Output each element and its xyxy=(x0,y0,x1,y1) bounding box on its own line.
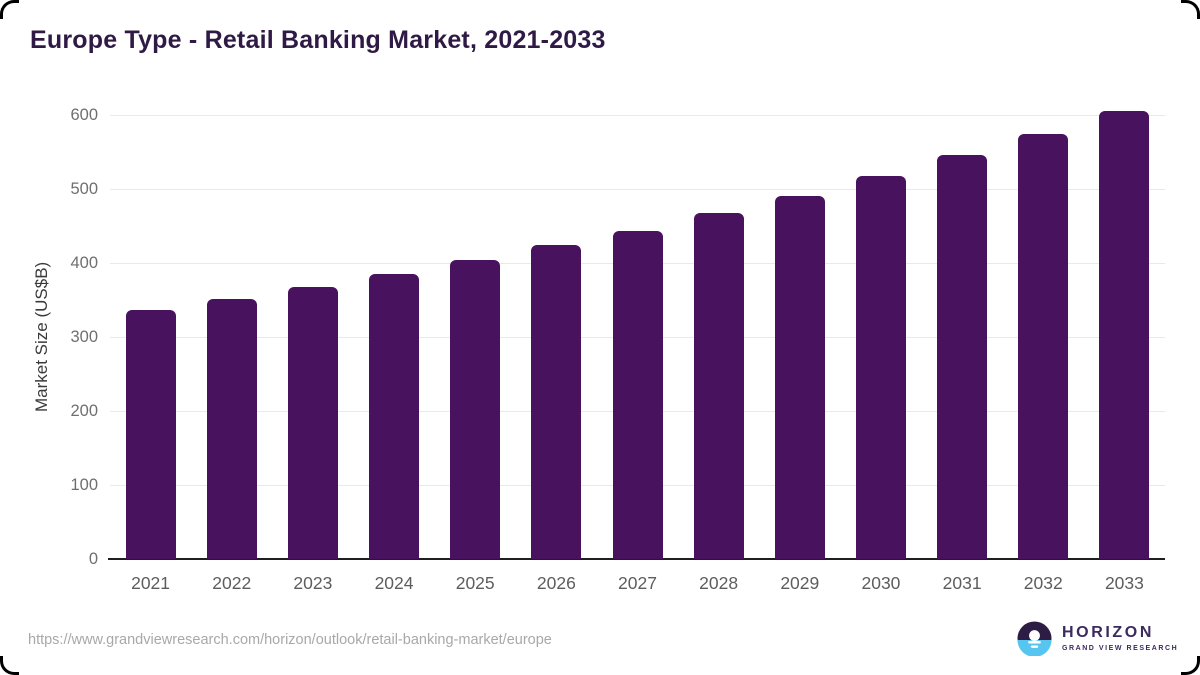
x-tick-label-2028: 2028 xyxy=(699,573,739,593)
bar-2033 xyxy=(1099,111,1150,559)
x-tick-label-2030: 2030 xyxy=(861,573,901,593)
rounded-border-corner-bottom-right xyxy=(1181,656,1200,675)
bar-2030 xyxy=(855,176,906,559)
x-tick-label-2026: 2026 xyxy=(536,573,576,593)
x-tick-label-2029: 2029 xyxy=(780,573,820,593)
gridline-500 xyxy=(110,188,1165,190)
x-tick-label-2023: 2023 xyxy=(293,573,333,593)
x-tick-label-2027: 2027 xyxy=(618,573,657,593)
bar-2032 xyxy=(1018,134,1069,559)
bar-2022 xyxy=(206,299,257,559)
x-tick-label-2032: 2032 xyxy=(1023,573,1063,593)
x-axis-line xyxy=(108,558,1165,560)
horizon-logo: HORIZON GRAND VIEW RESEARCH xyxy=(1017,621,1178,656)
horizon-sunrise-icon xyxy=(1017,621,1052,656)
y-tick-label-400: 400 xyxy=(70,253,98,272)
x-tick-label-2025: 2025 xyxy=(455,573,495,593)
y-tick-label-300: 300 xyxy=(70,327,98,346)
rounded-border-corner-bottom-left xyxy=(0,656,19,675)
y-tick-label-600: 600 xyxy=(70,105,98,124)
bar-2028 xyxy=(693,213,744,559)
y-tick-label-500: 500 xyxy=(70,179,98,198)
bar-2021 xyxy=(125,310,176,559)
x-tick-label-2024: 2024 xyxy=(374,573,414,593)
y-tick-label-100: 100 xyxy=(70,475,98,494)
chart-title: Europe Type - Retail Banking Market, 202… xyxy=(30,26,606,54)
rounded-border-corner-top-left xyxy=(0,0,19,19)
bar-2025 xyxy=(450,260,501,559)
bar-2026 xyxy=(531,245,582,559)
bar-2031 xyxy=(937,154,988,559)
horizon-logo-text-block: HORIZON GRAND VIEW RESEARCH xyxy=(1062,621,1179,653)
x-tick-label-2033: 2033 xyxy=(1104,573,1144,593)
x-tick-label-2021: 2021 xyxy=(131,573,171,593)
bar-2023 xyxy=(287,287,338,559)
bar-2029 xyxy=(774,195,825,559)
plot-area: 0 100 200 300 400 500 600 2021 2022 2023 2024 2025 2… xyxy=(70,106,1165,593)
horizon-logo-name: HORIZON xyxy=(1062,624,1154,641)
bar-2027 xyxy=(612,231,663,559)
y-tick-label-0: 0 xyxy=(88,549,98,568)
y-tick-label-200: 200 xyxy=(70,401,98,420)
horizon-logo-subtitle: GRAND VIEW RESEARCH xyxy=(1062,645,1179,652)
x-tick-label-2031: 2031 xyxy=(942,573,982,593)
source-url: https://www.grandviewresearch.com/horizo… xyxy=(28,632,552,648)
bar-2024 xyxy=(369,274,420,559)
x-tick-label-2022: 2022 xyxy=(212,573,252,593)
rounded-border-corner-top-right xyxy=(1181,0,1200,19)
gridline-600 xyxy=(110,114,1165,116)
